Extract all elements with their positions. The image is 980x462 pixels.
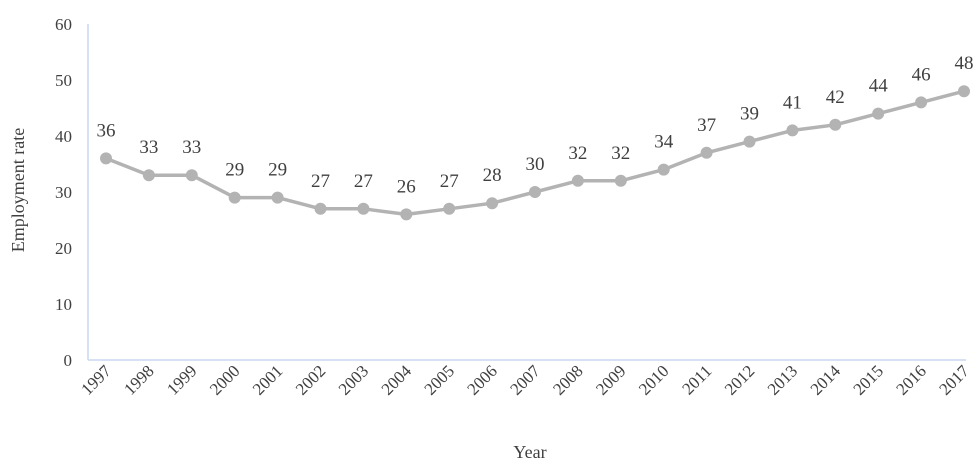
data-point: [185, 169, 198, 182]
data-label: 28: [483, 165, 502, 186]
x-tick-label: 2004: [378, 361, 416, 399]
data-point: [786, 124, 799, 137]
x-tick-label: 1999: [163, 361, 200, 398]
data-label: 32: [568, 143, 587, 164]
y-axis: 0 10 20 30 40 50 60: [55, 15, 89, 370]
x-tick-label: 2017: [935, 361, 973, 399]
data-label-layer: 36 33 33 29 29 27 27 26 27 28 30 32 32 34 37 39 41 42 44 46…: [97, 53, 974, 197]
y-tick-label: 0: [64, 351, 73, 370]
x-tick-label: 2013: [764, 361, 801, 398]
data-label: 44: [869, 76, 889, 97]
data-point: [529, 186, 541, 198]
x-tick-label: 2002: [292, 361, 329, 398]
data-label: 48: [955, 53, 974, 74]
data-label: 30: [526, 154, 545, 175]
y-tick-label: 30: [55, 183, 72, 202]
data-label: 34: [654, 132, 674, 153]
y-tick-label: 50: [55, 71, 72, 90]
data-point: [357, 202, 370, 215]
x-tick-label: 2009: [592, 361, 629, 398]
data-label: 46: [912, 64, 931, 85]
x-tick-label: 1997: [77, 361, 115, 399]
data-point: [700, 146, 713, 159]
data-point: [657, 163, 670, 176]
y-tick-label: 60: [55, 15, 72, 34]
data-label: 39: [740, 104, 759, 125]
data-label: 36: [97, 120, 116, 141]
x-tick-label: 2011: [678, 361, 715, 398]
data-point: [228, 191, 241, 204]
x-tick-label: 2008: [549, 361, 586, 398]
data-point: [100, 152, 112, 165]
data-label: 29: [225, 160, 244, 181]
data-point: [915, 96, 928, 109]
x-tick-label: 2001: [249, 361, 286, 398]
data-point: [614, 174, 627, 187]
y-tick-label: 40: [55, 127, 72, 146]
y-tick-label: 20: [55, 239, 72, 258]
data-label: 26: [397, 176, 416, 197]
data-point: [872, 107, 885, 120]
data-point: [443, 202, 456, 215]
data-label: 33: [139, 137, 158, 158]
data-point: [142, 169, 155, 182]
x-tick-label: 2014: [807, 361, 845, 399]
data-label: 32: [611, 143, 630, 164]
x-tick-label: 2012: [721, 361, 758, 398]
x-tick-label: 2003: [335, 361, 372, 398]
data-label: 29: [268, 160, 287, 181]
data-point: [486, 197, 499, 210]
data-point: [743, 135, 756, 148]
data-label: 33: [182, 137, 201, 158]
data-point: [314, 202, 327, 215]
data-label: 37: [697, 115, 716, 136]
data-label: 27: [311, 171, 330, 192]
x-tick-label: 2006: [463, 361, 500, 398]
x-axis-title: Year: [513, 442, 546, 462]
x-tick-label: 2015: [850, 361, 887, 398]
data-point: [829, 118, 842, 131]
data-label: 27: [354, 171, 373, 192]
data-point: [271, 191, 284, 204]
data-label: 27: [440, 171, 459, 192]
data-point: [571, 174, 584, 187]
x-tick-label: 2010: [635, 361, 672, 398]
series-layer: [100, 85, 970, 221]
x-tick-label: 2000: [206, 361, 243, 398]
y-tick-label: 10: [55, 295, 72, 314]
x-tick-label: 1998: [120, 361, 157, 398]
data-label: 42: [826, 87, 845, 108]
x-tick-label: 2005: [421, 361, 458, 398]
x-tick-label: 2016: [892, 361, 929, 398]
data-label: 41: [783, 92, 802, 113]
x-tick-label: 2007: [506, 361, 544, 399]
data-point: [958, 85, 970, 98]
data-point: [400, 208, 413, 221]
x-axis: 1997 1998 1999 2000 2001 2002 2003 2004 2005 2006…: [77, 359, 973, 399]
y-axis-title: Employment rate: [8, 128, 28, 252]
